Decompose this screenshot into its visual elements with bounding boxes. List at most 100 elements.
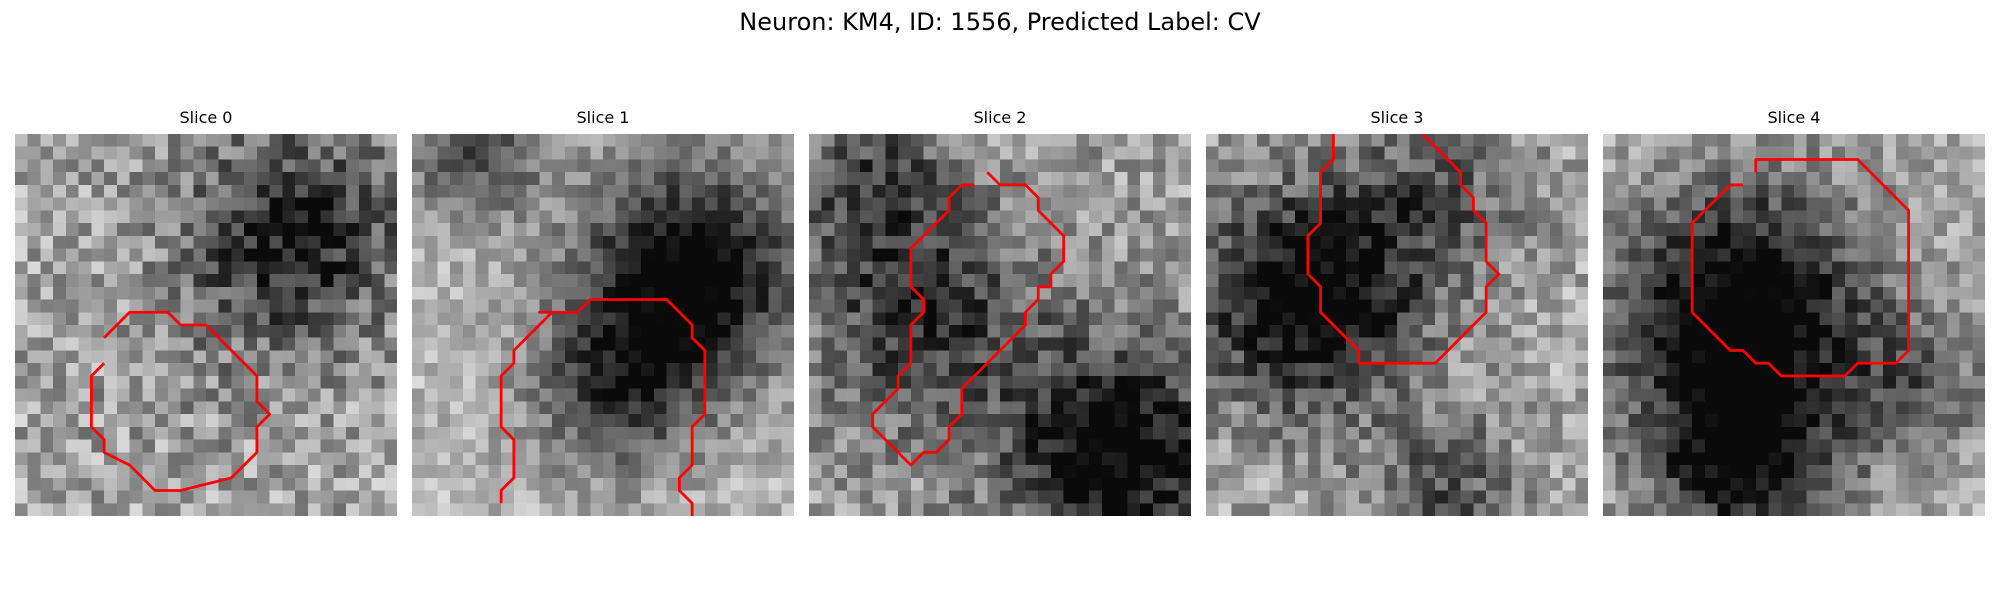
pixel [552,236,565,249]
pixel [1076,223,1089,236]
pixel [308,376,321,389]
pixel [1038,172,1051,185]
pixel [1563,249,1576,262]
pixel [590,312,603,325]
pixel [130,363,143,376]
pixel [117,401,130,414]
pixel [1051,350,1064,363]
pixel [924,172,937,185]
pixel [692,491,705,504]
pixel [295,172,308,185]
pixel [705,287,718,300]
pixel [1127,261,1140,274]
pixel [578,159,591,172]
pixel [781,452,794,465]
pixel [155,401,168,414]
pixel [1219,198,1232,211]
pixel [1051,312,1064,325]
pixel [1909,210,1922,223]
pixel [142,325,155,338]
pixel [1115,350,1128,363]
pixel [1486,452,1499,465]
pixel [79,210,92,223]
pixel [66,300,79,313]
pixel [117,491,130,504]
pixel [1397,147,1410,160]
pixel [590,452,603,465]
pixel [949,401,962,414]
pixel [590,401,603,414]
pixel [1654,223,1667,236]
pixel [1244,427,1257,440]
pixel [1628,274,1641,287]
pixel [1089,465,1102,478]
pixel [295,376,308,389]
pixel [1769,274,1782,287]
pixel [705,185,718,198]
pixel [552,185,565,198]
pixel [321,210,334,223]
pixel [769,414,782,427]
pixel [412,363,425,376]
pixel [1089,147,1102,160]
pixel [231,185,244,198]
pixel [987,325,1000,338]
pixel [359,427,372,440]
pixel [1921,185,1934,198]
pixel [1845,172,1858,185]
pixel [885,210,898,223]
pixel [1667,389,1680,402]
pixel [1359,300,1372,313]
pixel [1512,134,1525,147]
pixel [270,503,283,516]
pixel [295,249,308,262]
pixel [1038,452,1051,465]
pixel [1845,223,1858,236]
pixel [1524,274,1537,287]
pixel [873,452,886,465]
pixel [1692,350,1705,363]
pixel [155,223,168,236]
pixel [1219,427,1232,440]
pixel [578,491,591,504]
pixel [1089,452,1102,465]
pixel [1769,134,1782,147]
pixel [359,503,372,516]
pixel [1512,147,1525,160]
pixel [1616,440,1629,453]
pixel [193,236,206,249]
pixel [1819,134,1832,147]
pixel [1550,350,1563,363]
pixel [1603,236,1616,249]
pixel [1960,503,1973,516]
pixel [66,452,79,465]
pixel [1384,159,1397,172]
pixel [1461,300,1474,313]
pixel [1858,300,1871,313]
pixel [1934,465,1947,478]
pixel [244,325,257,338]
pixel [962,198,975,211]
pixel [15,159,28,172]
pixel [1679,185,1692,198]
pixel [1166,452,1179,465]
pixel [911,159,924,172]
pixel [1512,274,1525,287]
pixel [1807,134,1820,147]
pixel [1743,300,1756,313]
pixel [756,427,769,440]
pixel [1000,503,1013,516]
pixel [412,389,425,402]
pixel [1575,300,1588,313]
pixel [1219,210,1232,223]
pixel [641,147,654,160]
pixel [155,325,168,338]
pixel [578,261,591,274]
pixel [1947,440,1960,453]
pixel [873,414,886,427]
pixel [1435,287,1448,300]
pixel [1308,300,1321,313]
pixel [1308,185,1321,198]
pixel [1883,363,1896,376]
pixel [1934,300,1947,313]
